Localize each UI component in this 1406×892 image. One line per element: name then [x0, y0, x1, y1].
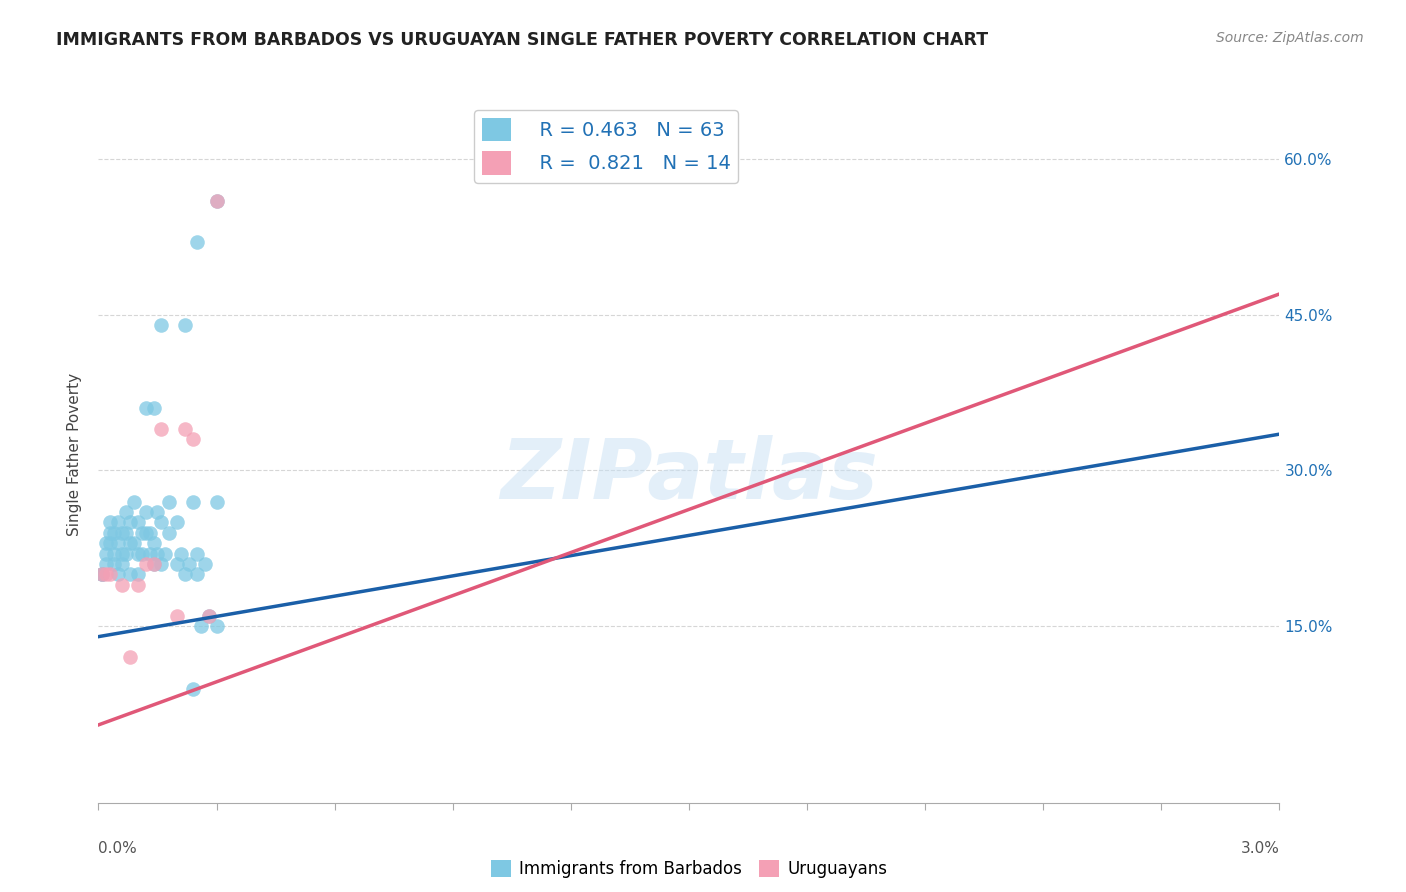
Point: [150, 516, 173, 530]
Point: [157, 494, 180, 508]
Point: [146, 547, 169, 561]
Point: [127, 578, 149, 592]
Point: [103, 547, 125, 561]
Point: [96, 536, 118, 550]
Point: [146, 505, 169, 519]
Point: [115, 547, 138, 561]
Point: [127, 567, 149, 582]
Point: [111, 547, 134, 561]
Text: IMMIGRANTS FROM BARBADOS VS URUGUAYAN SINGLE FATHER POVERTY CORRELATION CHART: IMMIGRANTS FROM BARBADOS VS URUGUAYAN SI…: [56, 31, 988, 49]
Text: Source: ZipAtlas.com: Source: ZipAtlas.com: [1216, 31, 1364, 45]
Point: [107, 536, 129, 550]
Point: [103, 525, 125, 540]
Point: [205, 619, 228, 633]
Point: [142, 557, 165, 571]
Point: [118, 650, 141, 665]
Point: [205, 494, 228, 508]
Legend: Immigrants from Barbados, Uruguayans: Immigrants from Barbados, Uruguayans: [484, 854, 894, 885]
Point: [107, 516, 129, 530]
Point: [115, 525, 138, 540]
Point: [118, 536, 141, 550]
Point: [138, 547, 160, 561]
Point: [166, 608, 188, 623]
Point: [170, 547, 193, 561]
Point: [150, 422, 173, 436]
Point: [150, 557, 173, 571]
Point: [166, 516, 188, 530]
Point: [186, 235, 208, 249]
Point: [186, 547, 208, 561]
Point: [127, 516, 149, 530]
Point: [174, 318, 197, 332]
Point: [96, 567, 118, 582]
Point: [142, 557, 165, 571]
Text: ZIPatlas: ZIPatlas: [501, 435, 877, 516]
Point: [142, 536, 165, 550]
Point: [186, 567, 208, 582]
Point: [205, 194, 228, 208]
Point: [181, 494, 204, 508]
Point: [135, 505, 157, 519]
Point: [177, 557, 200, 571]
Point: [181, 433, 204, 447]
Point: [98, 516, 121, 530]
Point: [111, 557, 134, 571]
Point: [142, 401, 165, 416]
Point: [181, 681, 204, 696]
Point: [131, 525, 153, 540]
Point: [194, 557, 217, 571]
Point: [118, 567, 141, 582]
Point: [174, 422, 197, 436]
Text: 3.0%: 3.0%: [1240, 841, 1279, 856]
Point: [166, 557, 188, 571]
Point: [91, 567, 114, 582]
Point: [111, 525, 134, 540]
Point: [91, 567, 114, 582]
Point: [190, 619, 212, 633]
Point: [96, 547, 118, 561]
Point: [98, 536, 121, 550]
Point: [197, 608, 219, 623]
Point: [138, 525, 160, 540]
Point: [131, 547, 153, 561]
Point: [157, 525, 180, 540]
Point: [122, 536, 145, 550]
Text: 0.0%: 0.0%: [98, 841, 138, 856]
Point: [122, 494, 145, 508]
Point: [174, 567, 197, 582]
Point: [135, 401, 157, 416]
Point: [127, 547, 149, 561]
Point: [197, 608, 219, 623]
Point: [115, 505, 138, 519]
Point: [107, 567, 129, 582]
Point: [150, 318, 173, 332]
Point: [205, 194, 228, 208]
Point: [135, 557, 157, 571]
Y-axis label: Single Father Poverty: Single Father Poverty: [67, 374, 83, 536]
Point: [111, 578, 134, 592]
Point: [91, 567, 114, 582]
Point: [155, 547, 177, 561]
Point: [98, 567, 121, 582]
Point: [96, 557, 118, 571]
Point: [135, 525, 157, 540]
Point: [98, 525, 121, 540]
Point: [118, 516, 141, 530]
Point: [103, 557, 125, 571]
